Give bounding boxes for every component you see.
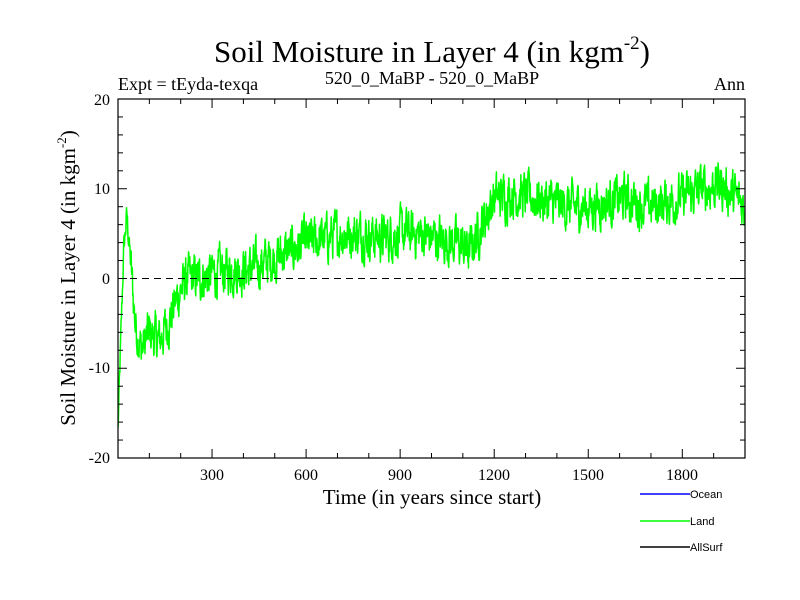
y-tick-label: -10 (89, 360, 110, 377)
legend-land-label: Land (690, 516, 714, 528)
subtitle-right: Ann (714, 74, 745, 94)
y-axis-label-main: Soil Moisture in Layer 4 (in kgm (56, 148, 80, 426)
y-tick-label: 0 (102, 271, 110, 288)
chart-title-sup: -2 (624, 33, 640, 54)
y-tick-label: 10 (94, 181, 110, 198)
y-axis-label-close: ) (56, 130, 80, 137)
x-tick-labels: 300 600 900 1200 1500 1800 (200, 467, 698, 484)
y-axis-label-sup: -2 (54, 137, 69, 148)
subtitle-left: Expt = tEyda-texqa (118, 74, 258, 94)
legend-allsurf-label: AllSurf (690, 542, 723, 554)
y-tick-label: -20 (89, 450, 110, 467)
x-tick-label: 1200 (478, 467, 510, 484)
chart-title: Soil Moisture in Layer 4 (in kgm-2) (214, 33, 650, 69)
land-series-line (118, 162, 745, 428)
legend: Ocean Land AllSurf (640, 489, 723, 554)
x-tick-label: 600 (294, 467, 318, 484)
axis-ticks (118, 99, 745, 458)
y-tick-labels: -20 -10 0 10 20 (89, 92, 110, 467)
x-tick-label: 900 (388, 467, 412, 484)
x-tick-label: 300 (200, 467, 224, 484)
y-axis-label: Soil Moisture in Layer 4 (in kgm-2) (54, 130, 80, 425)
x-tick-label: 1800 (666, 467, 698, 484)
y-tick-label: 20 (94, 92, 110, 109)
x-axis-label: Time (in years since start) (323, 485, 542, 509)
chart-title-main: Soil Moisture in Layer 4 (in kgm (214, 34, 624, 69)
subtitle-center: 520_0_MaBP - 520_0_MaBP (325, 68, 539, 88)
chart-title-close: ) (640, 34, 650, 69)
legend-ocean-label: Ocean (690, 489, 722, 501)
x-tick-label: 1500 (572, 467, 604, 484)
